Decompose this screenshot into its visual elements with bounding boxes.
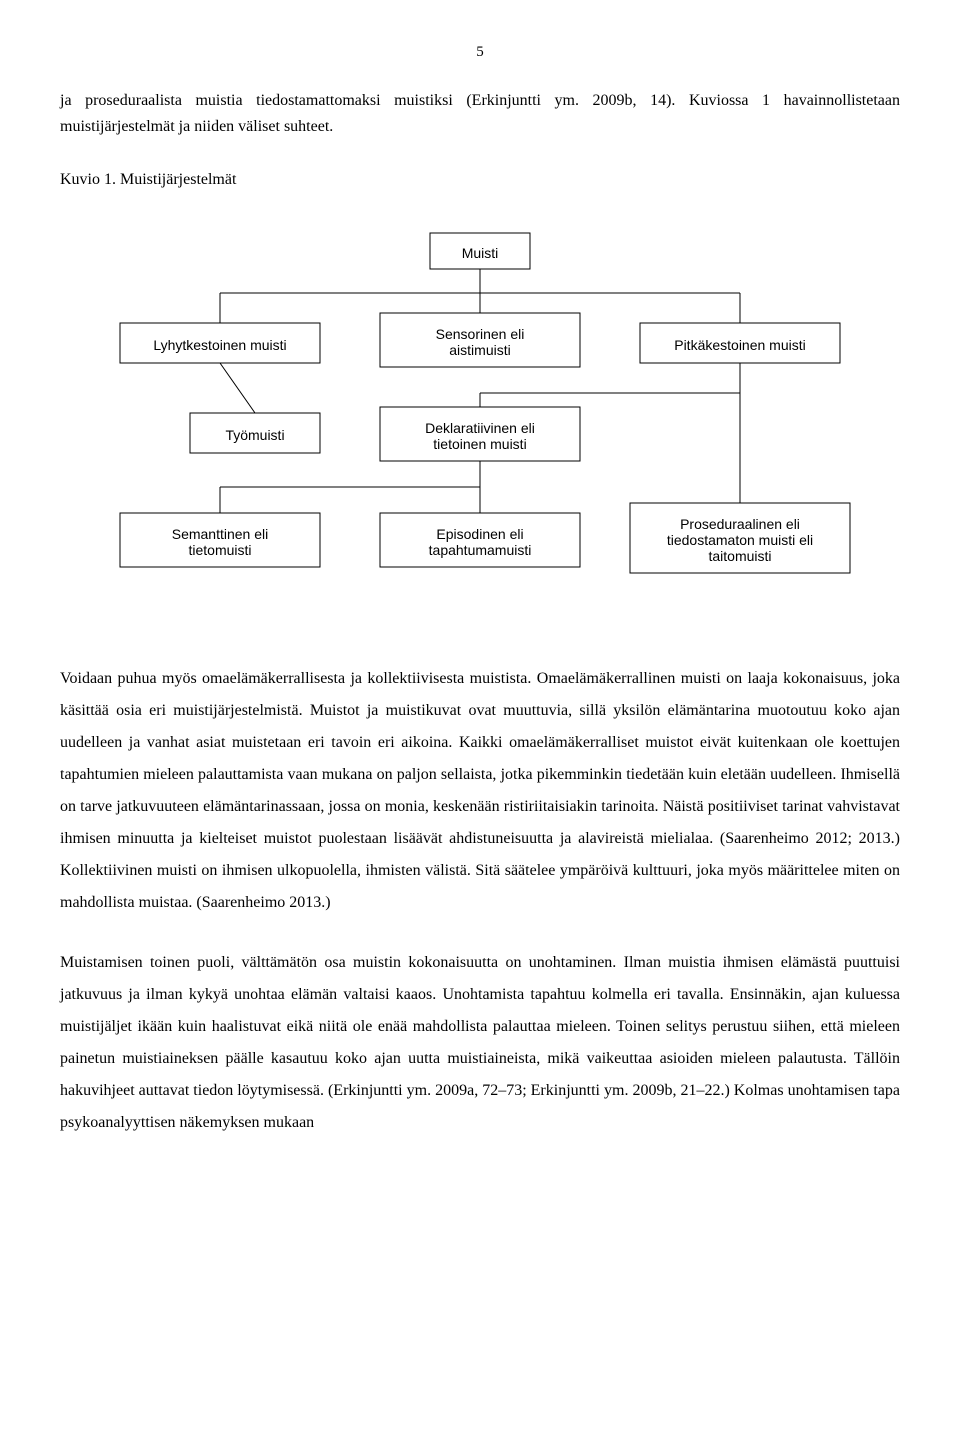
intro-paragraph: ja proseduraalista muistia tiedostamatto… [60,88,900,139]
svg-text:Lyhytkestoinen muisti: Lyhytkestoinen muisti [153,337,286,353]
node-pitka: Pitkäkestoinen muisti [640,323,840,363]
svg-text:tietoinen muisti: tietoinen muisti [433,436,526,452]
svg-text:Muisti: Muisti [462,245,499,261]
node-lyhyt: Lyhytkestoinen muisti [120,323,320,363]
svg-text:Proseduraalinen eli: Proseduraalinen eli [680,516,800,532]
node-tyomuisti: Työmuisti [190,413,320,453]
body-paragraph-2: Muistamisen toinen puoli, välttämätön os… [60,947,900,1139]
node-semanttinen: Semanttinen elitietomuisti [120,513,320,567]
page-number: 5 [60,40,900,64]
svg-text:taitomuisti: taitomuisti [708,548,771,564]
memory-systems-diagram: Muisti Lyhytkestoinen muisti Sensorinen el… [60,223,900,623]
diagram-svg: Muisti Lyhytkestoinen muisti Sensorinen el… [60,223,900,623]
node-proseduraalinen: Proseduraalinen elitiedostamaton muisti … [630,503,850,573]
svg-text:aistimuisti: aistimuisti [449,342,510,358]
svg-text:tiedostamaton muisti eli: tiedostamaton muisti eli [667,532,813,548]
svg-text:Episodinen eli: Episodinen eli [436,526,523,542]
svg-text:tietomuisti: tietomuisti [188,542,251,558]
node-sensorinen: Sensorinen eliaistimuisti [380,313,580,367]
node-deklaratiivinen: Deklaratiivinen elitietoinen muisti [380,407,580,461]
svg-text:Deklaratiivinen eli: Deklaratiivinen eli [425,420,535,436]
node-muisti: Muisti [430,233,530,269]
svg-text:Pitkäkestoinen muisti: Pitkäkestoinen muisti [674,337,806,353]
svg-text:tapahtumamuisti: tapahtumamuisti [429,542,532,558]
svg-text:Sensorinen eli: Sensorinen eli [436,326,525,342]
svg-text:Semanttinen eli: Semanttinen eli [172,526,269,542]
figure-label: Kuvio 1. Muistijärjestelmät [60,167,900,193]
body-paragraph-1: Voidaan puhua myös omaelämäkerrallisesta… [60,663,900,919]
node-episodinen: Episodinen elitapahtumamuisti [380,513,580,567]
svg-text:Työmuisti: Työmuisti [225,427,284,443]
